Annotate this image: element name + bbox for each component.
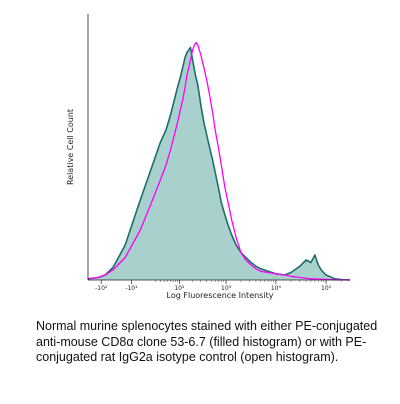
filled-histogram-area [88,47,350,280]
plot-area [87,41,351,281]
x-tick-label: 10² [174,285,185,292]
x-tick-label: -10¹ [125,285,138,292]
filled-histogram-line [87,46,351,281]
x-ticks: -10² -10¹ 10² 10³ 10⁴ 10⁵ [95,280,342,292]
histogram-chart: -10² -10¹ 10² 10³ 10⁴ 10⁵ Log Fluorescence In… [66,14,351,300]
x-tick-label: 10³ [221,285,232,292]
y-axis-label: Relative Cell Count [66,109,75,185]
open-histogram-line [87,41,351,281]
x-tick-label: -10² [95,285,108,292]
x-tick-label: 10⁵ [321,285,332,292]
x-tick-label: 10⁴ [271,285,282,292]
figure-caption: Normal murine splenocytes stained with e… [36,319,378,364]
x-axis-label: Log Fluorescence Intensity [167,291,274,300]
